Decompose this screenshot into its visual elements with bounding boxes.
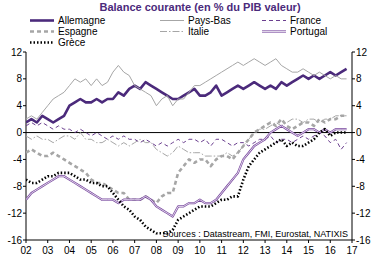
y-tick [23, 213, 26, 214]
x-tick-label: 10 [194, 245, 206, 256]
series-line [26, 126, 347, 217]
y-tick-label: 0 [16, 127, 22, 138]
x-tick [308, 240, 309, 243]
y2-tick-label: -12 [356, 208, 371, 219]
legend-label: Grèce [58, 37, 86, 48]
x-tick-label: 04 [64, 245, 76, 256]
y-tick-label: 12 [11, 47, 23, 58]
x-tick [352, 240, 353, 243]
y2-tick-label: -4 [356, 154, 365, 165]
y-tick [23, 78, 26, 79]
legend-swatch [160, 31, 184, 32]
x-tick-label: 12 [238, 245, 250, 256]
y-tick [352, 186, 355, 187]
x-tick [91, 240, 92, 243]
source: Sources : Datastream, FMI, Eurostat, NAT… [163, 229, 348, 239]
y-tick [23, 105, 26, 106]
y2-tick-label: 8 [356, 73, 362, 84]
x-tick [199, 240, 200, 243]
legend-swatch [160, 20, 184, 21]
series-line [26, 129, 347, 233]
x-tick [221, 240, 222, 243]
legend-label: France [290, 15, 322, 26]
x-axis [26, 240, 352, 241]
x-tick-label: 15 [303, 245, 315, 256]
x-tick [178, 240, 179, 243]
x-tick [243, 240, 244, 243]
legend-label: Espagne [58, 26, 98, 37]
y-tick [352, 105, 355, 106]
x-tick-label: 05 [86, 245, 98, 256]
y-tick-label: -12 [8, 208, 23, 219]
x-tick-label: 07 [129, 245, 141, 256]
y-tick-label: 8 [16, 73, 22, 84]
y2-tick-label: 0 [356, 127, 362, 138]
x-tick [47, 240, 48, 243]
legend-swatch-inner [262, 31, 286, 32]
legend-label: Pays-Bas [188, 15, 231, 26]
legend-swatch [30, 41, 54, 44]
x-tick-label: 03 [42, 245, 54, 256]
x-tick-label: 16 [325, 245, 337, 256]
y-tick [23, 52, 26, 53]
x-tick [330, 240, 331, 243]
y-tick [352, 78, 355, 79]
x-tick [112, 240, 113, 243]
legend-label: Italie [188, 26, 210, 37]
y-tick-label: -8 [13, 181, 22, 192]
title: Balance courante (en % du PIB valeur) [99, 1, 300, 13]
y-tick [352, 159, 355, 160]
y-axis-right [352, 52, 353, 240]
y-tick-label: 4 [16, 100, 22, 111]
x-tick [134, 240, 135, 243]
series-group [26, 59, 347, 234]
x-tick-label: 09 [173, 245, 185, 256]
x-tick [156, 240, 157, 243]
legend-swatch [30, 30, 54, 33]
y2-tick-label: -8 [356, 181, 365, 192]
y-tick [23, 186, 26, 187]
x-tick-label: 02 [20, 245, 32, 256]
x-tick [26, 240, 27, 243]
y-axis-left [26, 52, 27, 240]
y-tick [352, 132, 355, 133]
series-line-inner [26, 126, 347, 217]
legend: Allemagne Pays-Bas France Espagne Italie Port… [30, 15, 327, 48]
x-tick-label: 06 [107, 245, 119, 256]
x-tick-label: 17 [346, 245, 358, 256]
chart: Balance courante (en % du PIB valeur) -16… [0, 0, 390, 271]
x-tick-label: 13 [260, 245, 272, 256]
y-tick [23, 132, 26, 133]
x-tick-label: 11 [216, 245, 227, 256]
series-line [26, 116, 347, 203]
y-tick [352, 213, 355, 214]
y2-tick-label: 12 [356, 47, 368, 58]
y2-tick-label: 4 [356, 100, 362, 111]
x-tick [265, 240, 266, 243]
y-tick [352, 52, 355, 53]
legend-swatch [30, 19, 54, 22]
legend-swatch [262, 20, 286, 21]
y-tick [23, 159, 26, 160]
x-tick-label: 08 [151, 245, 163, 256]
legend-swatch [262, 30, 286, 32]
legend-label: Portugal [290, 26, 327, 37]
series-line [26, 59, 347, 119]
y-tick-label: -4 [13, 154, 22, 165]
x-tick-label: 14 [281, 245, 293, 256]
y2-tick-label: -16 [356, 235, 371, 246]
y-tick-label: -16 [8, 235, 23, 246]
x-tick [69, 240, 70, 243]
legend-label: Allemagne [58, 15, 106, 26]
x-tick [286, 240, 287, 243]
